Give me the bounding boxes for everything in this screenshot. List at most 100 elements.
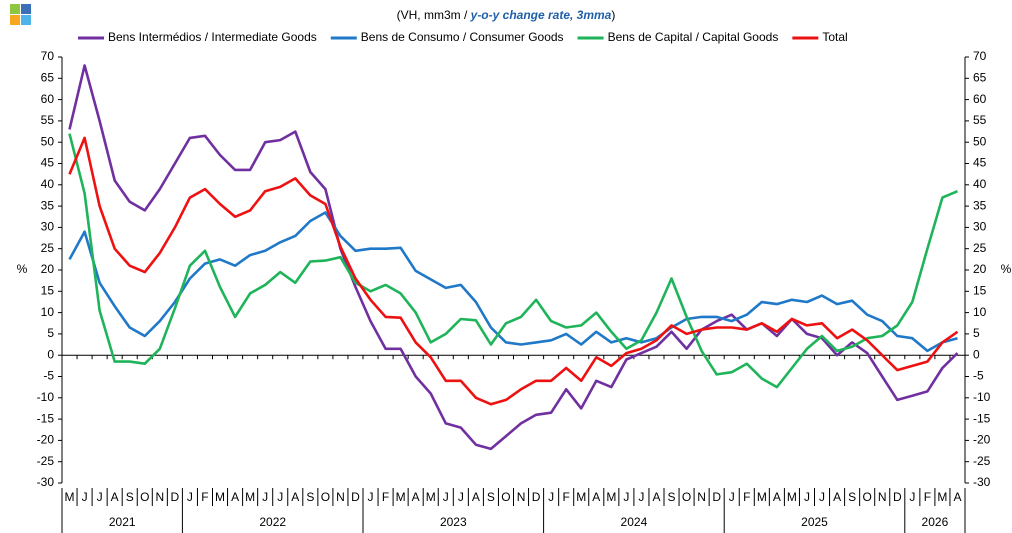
x-tick-label: J [443,490,449,504]
y2-tick-label: 20 [973,262,987,276]
x-tick-label: J [729,490,735,504]
y2-tick-label: -10 [973,390,991,404]
x-tick-label: D [351,490,360,504]
x-tick-label: J [548,490,554,504]
y-tick-label: -20 [37,433,55,447]
x-tick-label: J [368,490,374,504]
x-tick-label: S [126,490,134,504]
year-label: 2026 [922,515,949,529]
x-tick-label: A [652,490,660,504]
x-tick-label: N [697,490,706,504]
x-tick-label: A [592,490,600,504]
y2-axis-label: % [1001,262,1012,276]
year-label: 2024 [621,515,648,529]
x-tick-label: N [336,490,345,504]
x-tick-label: N [155,490,164,504]
y2-tick-label: 15 [973,283,987,297]
legend-label: Total [822,30,847,44]
x-tick-label: O [863,490,872,504]
x-tick-label: S [668,490,676,504]
x-tick-label: M [426,490,436,504]
y2-tick-label: -5 [973,369,984,383]
x-tick-label: J [623,490,629,504]
x-tick-label: M [606,490,616,504]
y-tick-label: -5 [43,369,54,383]
x-tick-label: J [97,490,103,504]
y-tick-label: 25 [41,241,55,255]
x-tick-label: S [306,490,314,504]
y2-tick-label: 70 [973,49,987,63]
y-tick-label: -30 [37,475,55,489]
y2-tick-label: -30 [973,475,991,489]
y2-tick-label: 0 [973,347,980,361]
x-tick-label: O [682,490,691,504]
chart-subtitle: (VH, mm3m / y-o-y change rate, 3mma) [397,8,616,22]
y-tick-label: 65 [41,70,55,84]
x-tick-label: J [638,490,644,504]
x-tick-label: M [937,490,947,504]
x-tick-label: N [878,490,887,504]
y-tick-label: -10 [37,390,55,404]
series-line [68,133,959,389]
y-tick-label: 0 [47,347,54,361]
y-tick-label: 5 [47,326,54,340]
x-tick-label: J [819,490,825,504]
legend-label: Bens de Consumo / Consumer Goods [361,30,564,44]
x-tick-label: J [187,490,193,504]
x-tick-label: A [773,490,781,504]
y-tick-label: 20 [41,262,55,276]
y2-tick-label: 10 [973,305,987,319]
x-tick-label: F [743,490,750,504]
x-tick-label: A [291,490,299,504]
series-line [68,136,959,406]
year-label: 2025 [801,515,828,529]
y-tick-label: -15 [37,411,55,425]
x-tick-label: O [501,490,510,504]
y-tick-label: 15 [41,283,55,297]
x-tick-label: J [804,490,810,504]
y2-tick-label: 60 [973,92,987,106]
y-axis-label: % [17,262,28,276]
x-tick-label: M [787,490,797,504]
x-tick-label: D [893,490,902,504]
y2-tick-label: 25 [973,241,987,255]
x-tick-label: M [245,490,255,504]
x-tick-label: F [924,490,931,504]
x-tick-label: N [517,490,526,504]
series-line [68,64,959,451]
y-tick-label: 70 [41,49,55,63]
y2-tick-label: 5 [973,326,980,340]
x-tick-label: M [757,490,767,504]
x-tick-label: J [262,490,268,504]
series-line [68,211,958,353]
y2-tick-label: 35 [973,198,987,212]
y-tick-label: 35 [41,198,55,212]
y2-tick-label: 30 [973,220,987,234]
year-label: 2023 [440,515,467,529]
logo [10,4,31,25]
year-label: 2021 [109,515,136,529]
x-tick-label: S [487,490,495,504]
x-tick-label: J [82,490,88,504]
x-tick-label: F [382,490,389,504]
legend: Bens Intermédios / Intermediate Goods Ben… [78,30,848,44]
x-tick-label: F [563,490,570,504]
y-tick-label: 50 [41,134,55,148]
x-tick-label: A [231,490,239,504]
y2-tick-label: -15 [973,411,991,425]
y2-tick-label: 45 [973,156,987,170]
x-tick-label: D [712,490,721,504]
legend-label: Bens de Capital / Capital Goods [608,30,779,44]
x-tick-label: O [140,490,149,504]
x-tick-label: M [215,490,225,504]
x-tick-label: M [396,490,406,504]
legend-label: Bens Intermédios / Intermediate Goods [108,30,317,44]
x-tick-label: M [576,490,586,504]
x-tick-label: J [909,490,915,504]
y-tick-label: 45 [41,156,55,170]
x-tick-label: D [532,490,541,504]
x-tick-label: D [171,490,180,504]
x-tick-label: J [458,490,464,504]
y-tick-label: 10 [41,305,55,319]
